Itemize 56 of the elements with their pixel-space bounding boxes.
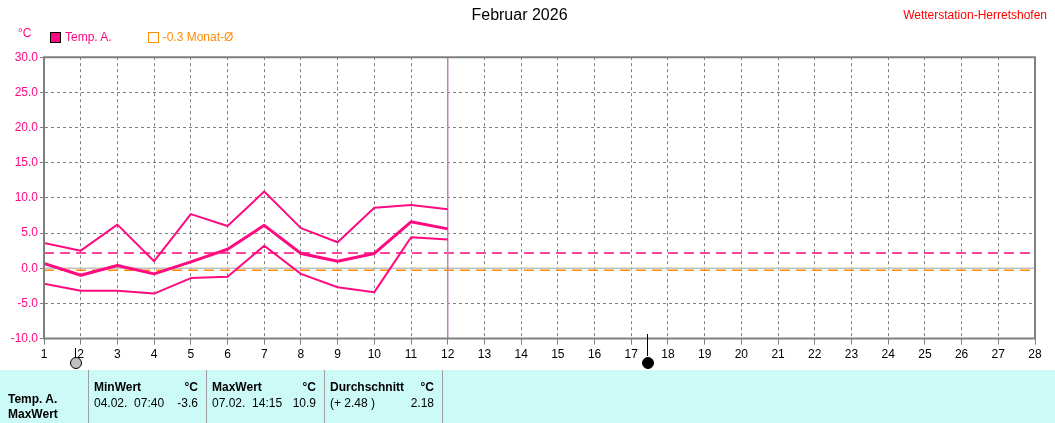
x-tick-label: 12 <box>441 347 455 362</box>
x-tick-label: 7 <box>260 347 268 362</box>
x-tick-label: 18 <box>661 347 675 362</box>
x-tick-label: 28 <box>1028 347 1042 362</box>
x-tick-label: 23 <box>844 347 859 362</box>
x-tick-label: 8 <box>297 347 305 362</box>
x-tick-label: 25 <box>918 347 932 362</box>
text: 04.02. 07:40 <box>94 396 165 410</box>
y-tick-label: -10.0 <box>10 330 39 345</box>
x-tick-label: 6 <box>224 347 232 362</box>
x-tick-label: 22 <box>808 347 822 362</box>
text: °C <box>420 380 434 394</box>
text: (+ 2.48 ) <box>330 396 376 410</box>
x-tick-label: 21 <box>771 347 786 362</box>
x-tick-label: 9 <box>334 347 342 362</box>
text: Temp. A. <box>8 392 58 406</box>
y-tick-label: 20.0 <box>14 119 39 134</box>
x-tick-label: 4 <box>150 347 158 362</box>
text: °C <box>302 380 316 394</box>
legend-label: -0.3 Monat-Ø <box>162 30 234 44</box>
x-tick-label: 19 <box>697 347 712 362</box>
x-tick-label: 14 <box>514 347 529 362</box>
x-tick-label: 13 <box>477 347 492 362</box>
x-tick-label: 17 <box>624 347 639 362</box>
x-tick-label: 15 <box>551 347 565 362</box>
y-tick-label: -5.0 <box>17 295 39 310</box>
x-tick-label: 27 <box>991 347 1006 362</box>
text: -3.6 <box>177 396 198 410</box>
y-axis-title: °C <box>18 26 32 40</box>
text: 2.18 <box>410 396 434 410</box>
text: MaxWert <box>8 407 58 421</box>
legend-label: Temp. A. <box>65 30 112 44</box>
chart-title: Februar 2026 <box>471 6 568 24</box>
x-tick-label: 10 <box>367 347 382 362</box>
x-tick-label: 16 <box>587 347 602 362</box>
y-tick-label: 5.0 <box>21 225 39 240</box>
text: °C <box>184 380 198 394</box>
x-tick-label: 20 <box>734 347 749 362</box>
text: MaxWert <box>212 380 262 394</box>
text: MinWert <box>94 380 142 394</box>
x-tick-label: 26 <box>954 347 969 362</box>
text: Durchschnitt <box>330 380 405 394</box>
x-tick-label: 24 <box>881 347 896 362</box>
x-tick-label: 11 <box>404 347 418 362</box>
x-tick-label: 1 <box>40 347 48 362</box>
x-tick-label: 5 <box>187 347 195 362</box>
y-tick-label: 15.0 <box>14 155 39 170</box>
y-tick-label: 0.0 <box>21 260 39 275</box>
y-tick-label: 25.0 <box>14 84 39 99</box>
y-tick-label: 30.0 <box>14 49 39 64</box>
text: 07.02. 14:15 <box>212 396 283 410</box>
text: 10.9 <box>292 396 316 410</box>
chart-subtitle: Wetterstation-Herretshofen <box>903 8 1047 22</box>
y-tick-label: 10.0 <box>14 190 39 205</box>
x-tick-label: 3 <box>114 347 122 362</box>
x-tick-label: 2 <box>77 347 85 362</box>
